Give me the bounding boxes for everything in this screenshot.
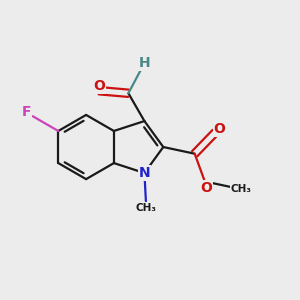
Text: O: O (93, 79, 105, 93)
Text: H: H (138, 56, 150, 70)
Text: N: N (139, 166, 150, 180)
Text: O: O (214, 122, 226, 136)
Text: F: F (21, 105, 31, 119)
Text: CH₃: CH₃ (135, 203, 156, 213)
Text: O: O (200, 181, 212, 195)
Text: CH₃: CH₃ (231, 184, 252, 194)
